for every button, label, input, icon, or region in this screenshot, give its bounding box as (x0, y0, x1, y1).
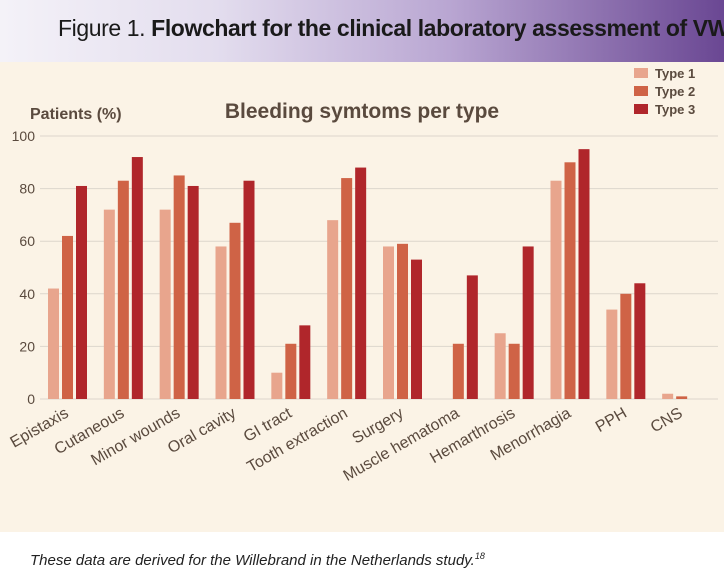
bar (550, 180, 562, 399)
figure-title-text: Flowchart for the clinical laboratory as… (151, 15, 724, 41)
bar (327, 220, 339, 399)
bar (411, 259, 422, 399)
bar (299, 325, 311, 399)
gridlines (40, 135, 718, 400)
x-tick-label: CNS (648, 405, 686, 437)
bar (243, 180, 255, 399)
bar (173, 175, 185, 399)
figure-title: Figure 1. Flowchart for the clinical lab… (58, 15, 724, 42)
figure-banner: Figure 1. Flowchart for the clinical lab… (0, 0, 724, 62)
legend-swatch (634, 68, 648, 78)
bar (131, 157, 143, 399)
legend-label: Type 2 (655, 84, 695, 99)
y-axis-label: Patients (%) (30, 106, 122, 123)
bar (662, 393, 674, 399)
bar (466, 275, 478, 399)
y-tick-label: 0 (27, 391, 35, 407)
bar (76, 185, 87, 399)
y-tick-label: 80 (19, 181, 35, 197)
x-tick-label: PPH (593, 405, 630, 436)
figure-label: Figure 1. (58, 15, 146, 41)
y-tick-label: 40 (19, 286, 35, 302)
bar (634, 283, 646, 399)
bar (452, 343, 464, 399)
footnote-text: These data are derived for the Willebran… (30, 552, 475, 569)
chart-panel: 0 20 40 60 80 100 Epistaxis Cutaneous Minor wou… (0, 62, 724, 532)
bar (620, 293, 632, 399)
bar (508, 343, 520, 399)
bar (48, 288, 59, 399)
legend-label: Type 1 (655, 66, 695, 81)
footnote-reference: 18 (474, 551, 485, 561)
chart-title: Bleeding symtoms per type (225, 100, 499, 123)
bars (48, 149, 688, 399)
bar (215, 246, 227, 399)
bar (383, 246, 394, 399)
y-tick-label: 100 (12, 128, 36, 144)
bar (62, 235, 73, 399)
bar (285, 343, 297, 399)
y-tick-label: 20 (19, 338, 35, 354)
bar (159, 209, 171, 399)
bar (271, 372, 283, 399)
bar (522, 246, 534, 399)
bar (578, 149, 590, 399)
y-tick-label: 60 (19, 233, 35, 249)
bar (397, 243, 408, 399)
legend-swatch (634, 86, 648, 96)
footnote: These data are derived for the Willebran… (30, 551, 485, 569)
y-tick-labels: 0 20 40 60 80 100 (12, 128, 36, 407)
bar (229, 222, 241, 399)
bar (494, 333, 506, 399)
legend-swatch (634, 104, 648, 114)
legend: Type 1 Type 2 Type 3 (634, 66, 695, 117)
bar (564, 162, 576, 399)
legend-label: Type 3 (655, 102, 695, 117)
bar (676, 396, 688, 399)
bar (103, 209, 115, 399)
bar (117, 180, 129, 399)
bar (187, 185, 199, 399)
x-tick-label: Tooth extraction (244, 405, 350, 476)
bar (606, 309, 618, 399)
bar (355, 167, 367, 399)
bar (341, 178, 353, 399)
